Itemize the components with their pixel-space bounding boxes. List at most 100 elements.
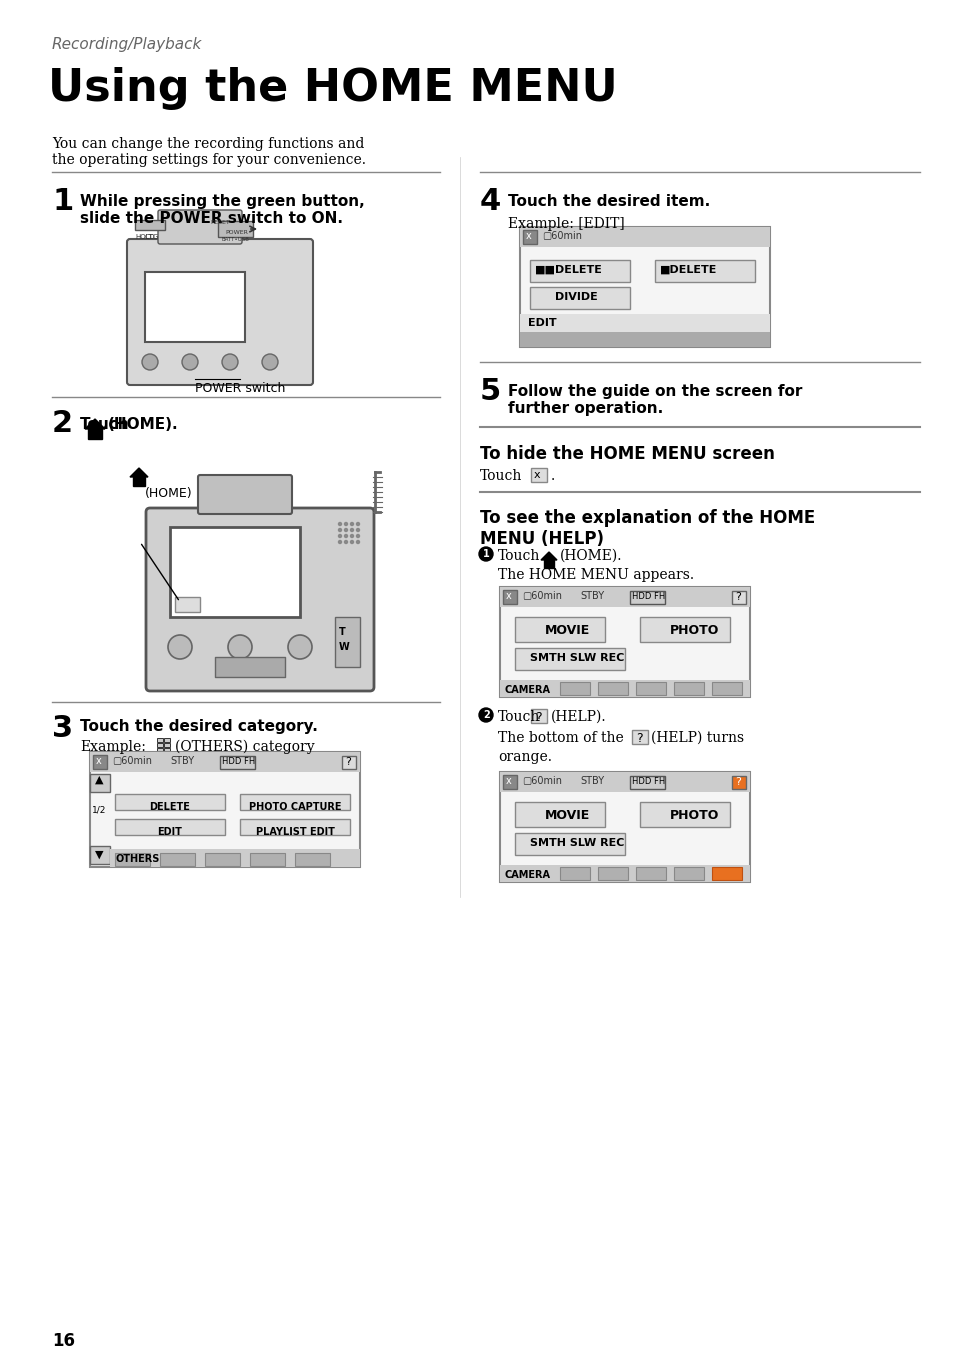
Text: 4: 4 [479,187,500,216]
Bar [214,657,285,677]
Bar [499,680,749,697]
Circle shape [262,354,277,370]
Circle shape [344,535,347,537]
Bar [240,820,350,835]
Text: ■■DELETE: ■■DELETE [535,265,602,275]
Circle shape [350,528,354,532]
Circle shape [338,540,341,544]
Text: ?: ? [636,731,642,745]
Text: CTG: CTG [145,233,159,240]
Circle shape [182,354,198,370]
Text: BATT•USB: BATT•USB [222,237,250,242]
Text: ▢60min: ▢60min [521,776,561,786]
Bar [598,683,627,695]
Bar [519,332,769,347]
FancyBboxPatch shape [127,239,313,385]
Bar [711,683,741,695]
Text: ▢60min: ▢60min [541,231,581,242]
Text: T: T [338,627,345,636]
Text: CAMERA: CAMERA [504,685,551,695]
Text: While pressing the green button,
slide the POWER switch to ON.: While pressing the green button, slide t… [80,194,364,227]
Circle shape [350,522,354,525]
Bar [115,820,225,835]
Text: Touch: Touch [497,710,539,725]
Text: ?: ? [345,757,351,767]
Bar [515,802,604,826]
Bar [673,867,703,879]
Text: Follow the guide on the screen for
further operation.: Follow the guide on the screen for furth… [507,384,801,417]
Text: orange.: orange. [497,750,552,764]
Text: 3: 3 [52,714,73,744]
Bar [499,772,749,792]
Bar [515,649,624,670]
Text: POWER switch: POWER switch [194,383,285,395]
Text: Example:: Example: [80,740,146,754]
Circle shape [478,547,493,560]
Bar [170,527,299,617]
Bar [335,617,359,668]
Text: (HELP) turns: (HELP) turns [650,731,743,745]
Text: SMTH SLW REC: SMTH SLW REC [530,653,623,664]
Bar [531,468,546,482]
Bar [731,592,745,604]
Bar [164,744,170,746]
Text: Touch: Touch [479,470,522,483]
Circle shape [344,522,347,525]
Bar [145,271,245,342]
Text: OTHERS: OTHERS [115,854,159,864]
Bar [515,833,624,855]
Bar [157,744,163,746]
Circle shape [168,635,192,660]
Bar [559,683,589,695]
Text: The bottom of the: The bottom of the [497,731,623,745]
Circle shape [142,354,158,370]
Polygon shape [540,552,557,560]
Text: x: x [96,756,102,765]
Circle shape [344,540,347,544]
Bar [90,752,359,772]
Bar [519,227,769,347]
Text: Using the HOME MENU: Using the HOME MENU [48,66,618,110]
FancyBboxPatch shape [198,475,292,514]
Text: 1: 1 [482,550,489,559]
Text: .: . [551,470,555,483]
Circle shape [338,535,341,537]
Circle shape [356,540,359,544]
Bar [499,588,749,607]
Text: To hide the HOME MENU screen: To hide the HOME MENU screen [479,445,774,463]
Polygon shape [85,419,105,429]
Text: (OTHERS) category: (OTHERS) category [174,740,314,754]
Bar [543,560,554,569]
Text: DIVIDE: DIVIDE [555,292,598,303]
Text: HDD FH: HDD FH [222,757,255,765]
Text: HDD FH: HDD FH [631,778,664,786]
Bar [164,738,170,742]
Text: x: x [534,470,540,480]
Text: ▼: ▼ [95,849,103,860]
Bar [629,776,664,788]
Bar [655,261,754,282]
Circle shape [288,635,312,660]
Text: 2: 2 [482,710,489,721]
Bar [559,867,589,879]
Bar [598,867,627,879]
Text: Touch the desired item.: Touch the desired item. [507,194,709,209]
Bar [639,802,729,826]
Text: RESET: RESET [210,220,230,225]
Text: You can change the recording functions and
the operating settings for your conve: You can change the recording functions a… [52,137,366,167]
Bar [115,854,150,866]
Text: ▢60min: ▢60min [521,592,561,601]
Bar [636,683,665,695]
Text: MOVIE: MOVIE [544,809,590,822]
Text: HDD FH: HDD FH [631,592,664,601]
Text: x: x [505,776,511,786]
Bar [157,748,163,752]
Bar [519,227,769,247]
Circle shape [356,522,359,525]
Circle shape [478,708,493,722]
Circle shape [344,528,347,532]
Text: (HOME).: (HOME). [108,417,178,432]
Text: Touch: Touch [497,550,539,563]
Text: 1/2: 1/2 [91,805,107,814]
Circle shape [338,528,341,532]
